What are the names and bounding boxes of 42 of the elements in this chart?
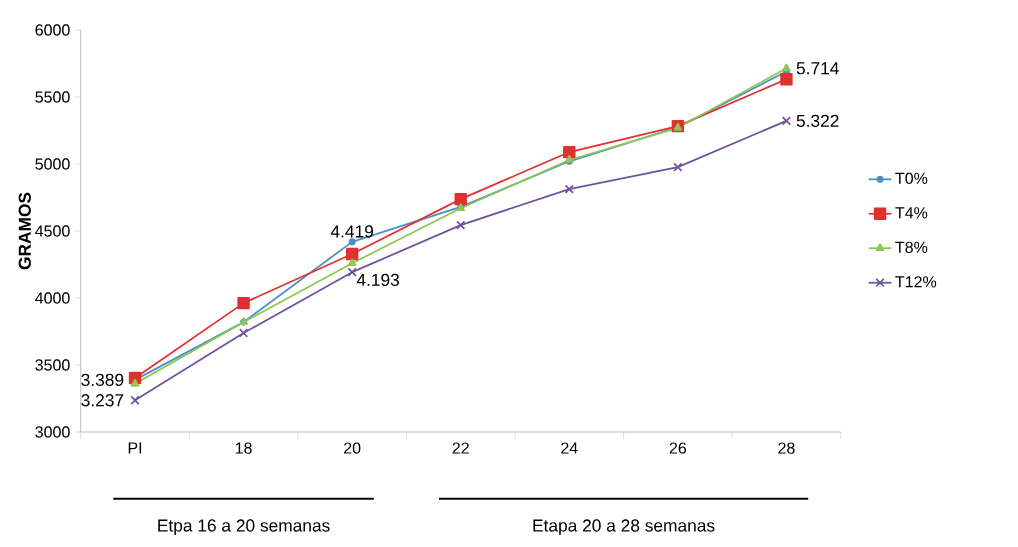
point	[563, 145, 576, 159]
legend-label: T4%	[895, 207, 928, 219]
data-label: 4.419	[330, 225, 374, 238]
y-axis-title: GRAMOS	[18, 192, 31, 270]
x-tick-label: PI	[128, 442, 142, 454]
point	[238, 328, 249, 338]
legend-label: T0%	[895, 172, 928, 185]
data-label: 5.322	[796, 114, 839, 127]
point	[130, 395, 140, 405]
text: Etapa 20 a 28 semanas	[533, 519, 715, 536]
legend-label: T8%	[895, 241, 928, 253]
point	[781, 116, 792, 126]
y-tick-label: 4500	[35, 225, 70, 237]
data-label: 3.237	[81, 394, 124, 407]
x-tick-label: 24	[561, 442, 578, 454]
y-tick-label: 5000	[35, 158, 70, 170]
point	[456, 220, 466, 230]
text: Etpa 16 a 20 semanas	[158, 519, 330, 536]
y-tick-label: 4000	[35, 292, 70, 304]
point	[780, 72, 793, 86]
point	[237, 296, 250, 310]
point	[673, 162, 683, 172]
data-label: 4.193	[356, 273, 400, 287]
x-tick-label: 18	[235, 442, 252, 454]
point	[782, 63, 791, 72]
legend-label: T12%	[895, 276, 937, 288]
point	[348, 238, 356, 246]
data-label: 3.389	[81, 373, 124, 387]
point	[347, 267, 357, 277]
x-tick-label: 20	[344, 442, 361, 454]
point	[345, 247, 359, 261]
y-tick-label: 6000	[35, 24, 70, 36]
y-tick-label: 5500	[35, 91, 70, 103]
x-tick-label: 28	[778, 442, 795, 454]
y-tick-label: 3500	[35, 359, 70, 371]
point	[454, 192, 467, 206]
x-tick-label: 22	[452, 442, 469, 454]
point	[564, 184, 574, 194]
point	[347, 258, 357, 267]
x-tick-label: 26	[669, 442, 687, 454]
y-tick-label: 3000	[35, 426, 70, 438]
data-label: 5.714	[796, 62, 839, 75]
